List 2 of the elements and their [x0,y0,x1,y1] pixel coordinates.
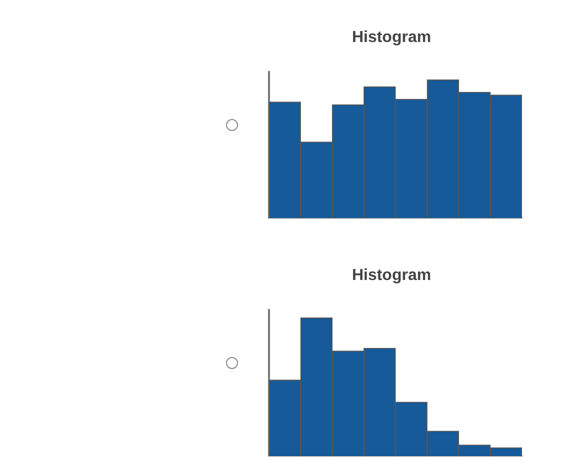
chart-title: Histogram [352,267,432,284]
chart-title: Histogram [352,29,432,46]
